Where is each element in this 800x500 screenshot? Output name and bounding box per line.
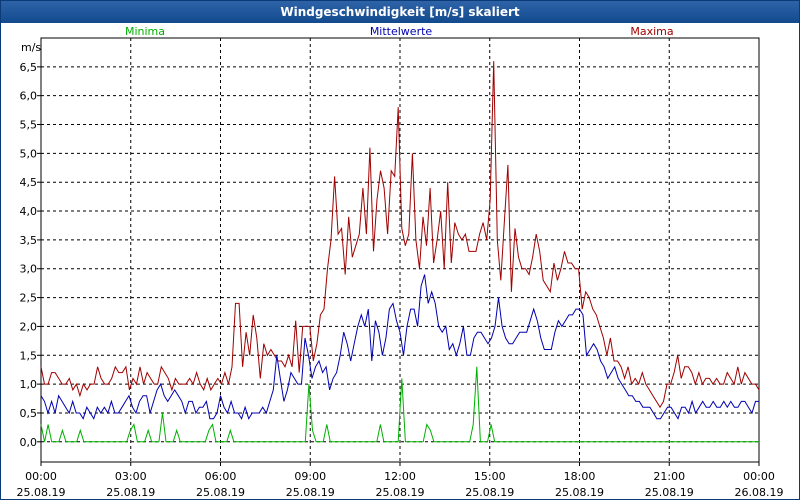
x-axis: 00:00 25.08.19 03:00 25.08.19 06:00 25.08.19 0…	[17, 462, 784, 499]
x-tick-date: 25.08.19	[286, 486, 335, 499]
y-tick-label: 3,0	[20, 263, 38, 276]
x-tick-time: 18:00	[564, 470, 596, 483]
x-tick-date: 26.08.19	[735, 486, 784, 499]
y-tick-label: 6,0	[20, 90, 38, 103]
x-tick-date: 25.08.19	[465, 486, 514, 499]
x-tick-time: 09:00	[294, 470, 326, 483]
y-tick-label: 0,5	[20, 407, 38, 420]
y-axis-label: m/s	[21, 41, 41, 54]
y-tick-label: 0,0	[20, 436, 38, 449]
window-title: Windgeschwindigkeit [m/s] skaliert	[1, 1, 799, 23]
legend-minima: Minima	[125, 25, 165, 38]
y-tick-label: 2,5	[20, 292, 38, 305]
y-tick-label: 4,0	[20, 205, 38, 218]
x-tick-time: 15:00	[474, 470, 506, 483]
grid-lines	[41, 38, 759, 462]
x-tick-date: 25.08.19	[376, 486, 425, 499]
y-tick-label: 5,5	[20, 119, 38, 132]
x-tick-time: 00:00	[743, 470, 775, 483]
y-tick-label: 6,5	[20, 61, 38, 74]
y-tick-label: 1,5	[20, 349, 38, 362]
x-tick-time: 21:00	[653, 470, 685, 483]
x-tick-time: 06:00	[205, 470, 237, 483]
x-tick-date: 25.08.19	[555, 486, 604, 499]
x-tick-date: 25.08.19	[196, 486, 245, 499]
x-tick-time: 00:00	[25, 470, 57, 483]
y-tick-label: 2,0	[20, 320, 38, 333]
series-lines	[40, 61, 760, 443]
series-minima-line	[40, 366, 759, 443]
y-tick-label: 5,0	[20, 147, 38, 160]
y-tick-label: 4,5	[20, 176, 38, 189]
series-maxima-line	[40, 61, 760, 409]
series-mittelwerte-line	[40, 274, 759, 420]
y-tick-label: 3,5	[20, 234, 38, 247]
x-tick-date: 25.08.19	[645, 486, 694, 499]
x-tick-date: 25.08.19	[106, 486, 155, 499]
x-tick-time: 03:00	[115, 470, 147, 483]
legend-mittelwerte: Mittelwerte	[370, 25, 433, 38]
x-tick-time: 12:00	[384, 470, 416, 483]
y-axis: 0,0 0,5 1,0 1,5 2,0 2,5 3,0 3,5 4,0 4,5 5,0 5,5 6,0 6…	[20, 61, 41, 449]
x-tick-date: 25.08.19	[17, 486, 66, 499]
legend-maxima: Maxima	[630, 25, 673, 38]
y-tick-label: 1,0	[20, 378, 38, 391]
